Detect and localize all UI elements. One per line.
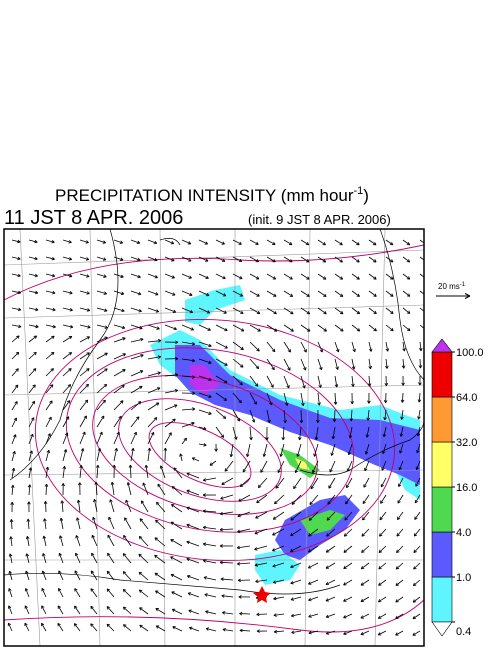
title-superscript: -1 (354, 185, 364, 197)
colorbar-segment (432, 577, 452, 622)
colorbar-over (432, 339, 452, 352)
colorbar-label: 0.4 (456, 626, 471, 638)
colorbar-label: 4.0 (456, 527, 471, 539)
colorbar-label: 16.0 (456, 482, 477, 494)
init-time: (init. 9 JST 8 APR. 2006) (248, 212, 391, 227)
colorbar-under (432, 622, 452, 636)
wind-arrow (257, 614, 267, 615)
colorbar-segment (432, 532, 452, 577)
reference-label-superscript: -1 (460, 282, 466, 288)
colorbar-label: 32.0 (456, 437, 477, 449)
colorbar-label: 1.0 (456, 572, 471, 584)
title-text: PRECIPITATION INTENSITY (mm hour (55, 186, 354, 205)
reference-label: 20 ms-1 (438, 282, 466, 291)
reference-label-text: 20 ms (438, 282, 460, 291)
colorbar-segment (432, 352, 452, 397)
colorbar-segment (432, 397, 452, 442)
wind-arrow (301, 410, 302, 423)
colorbar-label: 64.0 (456, 392, 477, 404)
title-close: ) (363, 186, 369, 205)
valid-time: 11 JST 8 APR. 2006 (4, 207, 183, 229)
colorbar-label: 100.0 (456, 347, 484, 359)
map-area (4, 229, 427, 646)
colorbar: 0.4 1.0 4.0 16.0 32.0 64.0 100.0 (432, 339, 484, 638)
colorbar-segment (432, 487, 452, 532)
colorbar-segment (432, 442, 452, 487)
reference-vector: 20 ms-1 (436, 282, 470, 299)
title: PRECIPITATION INTENSITY (mm hour-1) (55, 185, 369, 205)
